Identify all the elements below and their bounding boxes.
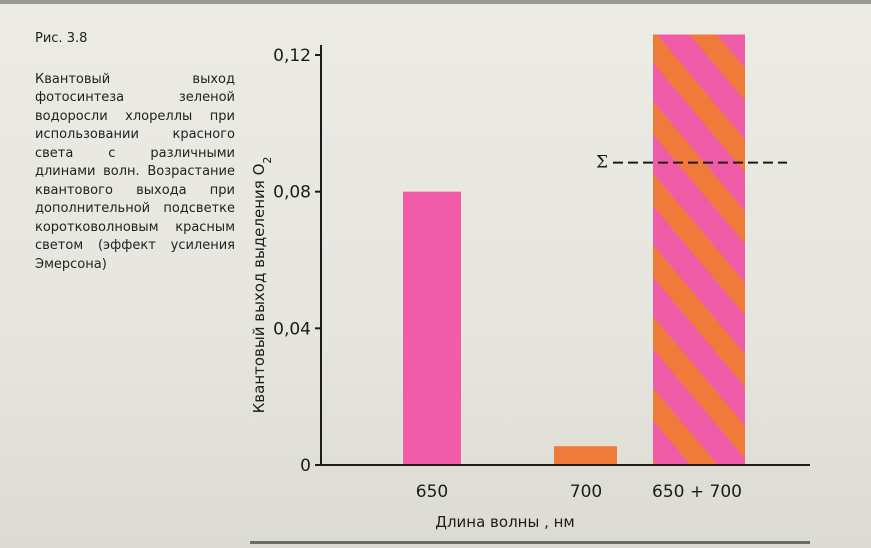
top-rule (0, 0, 871, 4)
bar-650 (403, 191, 461, 465)
y-tick-label: 0,04 (273, 319, 311, 339)
labels-layer: Σ 0 0,04 0,08 0,12 650 700 650 + 700 Длина волны… (250, 46, 742, 531)
bar-650700 (653, 34, 745, 465)
y-tick-label: 0,12 (273, 46, 311, 66)
x-category-label: 650 (416, 482, 448, 502)
caption-text: Квантовый выход фотосинтеза зеленой водо… (35, 71, 235, 272)
figure-label: Рис. 3.8 (35, 31, 88, 46)
bottom-rule (250, 541, 810, 544)
axes-layer (315, 45, 810, 466)
sum-marker-label: Σ (596, 153, 608, 173)
figure-caption: Рис. 3.8 Квантовый выход фотосинтеза зел… (35, 30, 235, 274)
y-tick-label: 0,08 (273, 183, 311, 203)
x-category-label: 700 (570, 482, 602, 502)
bar-700 (554, 446, 617, 465)
x-axis-title: Длина волны , нм (435, 513, 575, 531)
bars-layer (403, 34, 745, 465)
y-axis-title: Квантовый выход выделения O2 (250, 157, 274, 414)
y-tick-label: 0 (300, 456, 311, 476)
y-axis-title-subscript: 2 (261, 157, 274, 164)
x-category-label: 650 + 700 (652, 482, 742, 502)
